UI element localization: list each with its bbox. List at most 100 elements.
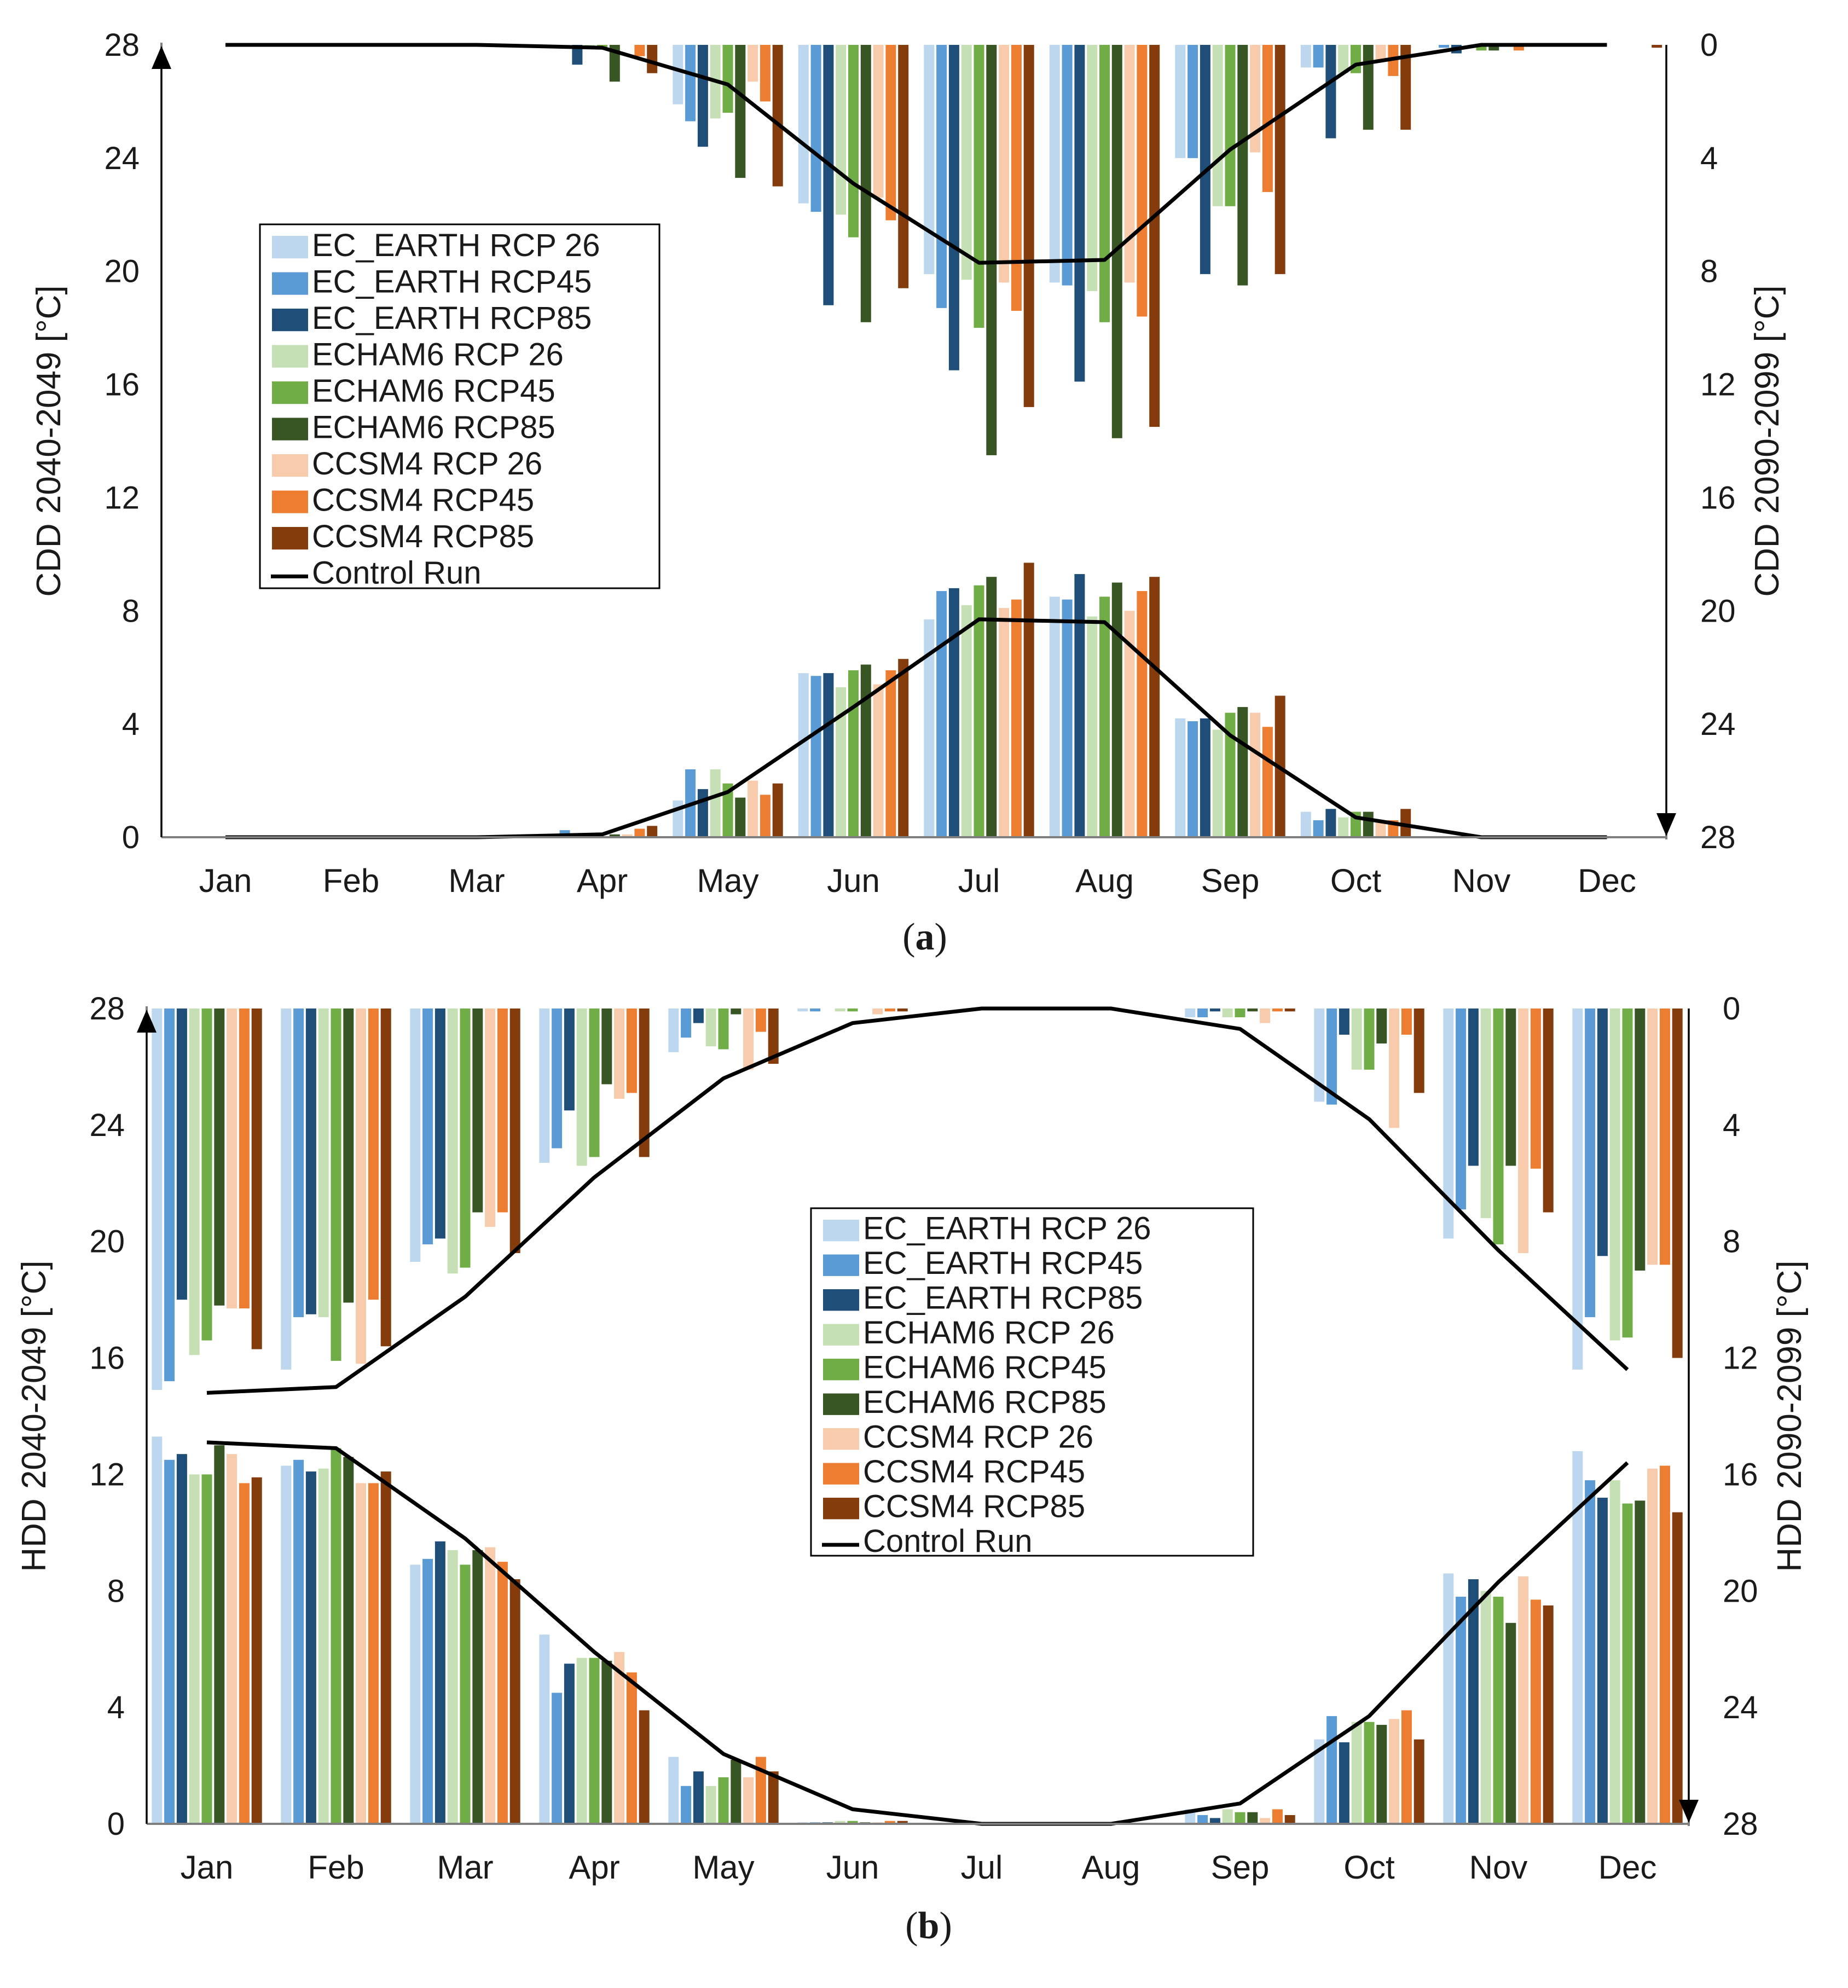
- legend-item: ECHAM6 RCP 26: [823, 1315, 1115, 1351]
- legend-swatch: [823, 1220, 859, 1242]
- bar: [572, 45, 583, 65]
- bar: [685, 45, 696, 121]
- bar: [1209, 1009, 1220, 1012]
- x-tick-label: Feb: [308, 1849, 364, 1886]
- x-tick-label: Nov: [1469, 1849, 1528, 1886]
- bar: [564, 1009, 575, 1111]
- y-right-tick-label: 28: [1723, 1806, 1758, 1842]
- legend-label: EC_EARTH RCP 26: [863, 1210, 1151, 1246]
- bar: [647, 826, 658, 837]
- bar: [885, 670, 896, 837]
- x-tick-label: Jun: [826, 1849, 879, 1886]
- bar: [873, 684, 884, 837]
- bar: [1049, 596, 1060, 837]
- bar: [1235, 1009, 1245, 1017]
- bar: [860, 664, 871, 837]
- bar: [601, 1661, 612, 1824]
- x-tick-label: Jul: [961, 1849, 1003, 1886]
- bar: [634, 45, 645, 56]
- bar: [961, 45, 972, 280]
- x-tick-label: Jan: [199, 862, 252, 899]
- bar: [1111, 582, 1122, 837]
- y-left-tick-label: 24: [104, 141, 140, 176]
- legend-swatch: [272, 309, 308, 332]
- bar: [1023, 563, 1034, 837]
- bar: [1597, 1498, 1608, 1824]
- bar: [356, 1009, 367, 1364]
- bar: [447, 1009, 458, 1274]
- bar: [1325, 809, 1336, 837]
- bar: [961, 605, 972, 837]
- legend-item: CCSM4 RCP45: [823, 1454, 1085, 1489]
- legend-item: CCSM4 RCP85: [823, 1488, 1085, 1524]
- bar: [1314, 1009, 1325, 1102]
- bar: [1111, 45, 1122, 438]
- right-axis-arrow-down: [1679, 1800, 1699, 1823]
- y-left-tick-label: 0: [107, 1806, 125, 1842]
- y-left-tick-label: 28: [89, 991, 125, 1027]
- legend-swatch: [823, 1498, 859, 1520]
- bar: [201, 1009, 212, 1341]
- bar: [1443, 1009, 1454, 1239]
- bar: [898, 45, 909, 288]
- bar: [1389, 1719, 1400, 1824]
- bar: [999, 608, 1010, 837]
- bar: [435, 1541, 445, 1824]
- bar: [214, 1009, 225, 1306]
- bar: [576, 1009, 587, 1166]
- bar: [1225, 45, 1236, 206]
- bar: [176, 1009, 187, 1300]
- y-left-axis-title: HDD 2040-2049 [°C]: [15, 1260, 53, 1572]
- bars-2090-2099: [152, 1009, 1683, 1390]
- bar: [1185, 1009, 1196, 1017]
- bar: [1585, 1480, 1596, 1824]
- bar: [1493, 1596, 1504, 1824]
- legend-label: EC_EARTH RCP 26: [312, 228, 600, 263]
- bar: [1250, 712, 1261, 837]
- y-right-tick-label: 12: [1700, 367, 1736, 403]
- bar: [1247, 1812, 1258, 1824]
- bar: [936, 591, 947, 837]
- bar: [472, 1550, 483, 1824]
- bar: [164, 1009, 175, 1382]
- bar: [293, 1009, 304, 1318]
- bar: [331, 1009, 341, 1361]
- y-right-tick-label: 0: [1700, 27, 1718, 63]
- bar: [1175, 45, 1186, 158]
- bar: [810, 676, 821, 837]
- control-run-line-2090-2099: [206, 1006, 1629, 1395]
- bar: [835, 1009, 845, 1012]
- bar: [1262, 727, 1273, 837]
- bar: [974, 45, 984, 328]
- y-right-tick-label: 28: [1700, 820, 1736, 855]
- bar: [305, 1009, 316, 1314]
- bar: [1250, 45, 1261, 153]
- bar: [1197, 1009, 1208, 1017]
- bar: [539, 1009, 550, 1163]
- bar: [1468, 1009, 1479, 1166]
- bar: [1597, 1009, 1608, 1256]
- bar: [1401, 1009, 1412, 1035]
- bar: [1505, 1622, 1516, 1824]
- bar: [1300, 45, 1311, 68]
- bar: [1087, 45, 1098, 291]
- bar: [860, 45, 871, 322]
- legend-label: CCSM4 RCP 26: [312, 446, 542, 482]
- bar: [1187, 721, 1198, 837]
- bar: [1439, 45, 1450, 48]
- y-left-axis-title: CDD 2040-2049 [°C]: [30, 285, 68, 596]
- bar: [1049, 45, 1060, 283]
- legend-swatch: [272, 272, 308, 295]
- bar: [1622, 1009, 1633, 1338]
- y-right-tick-label: 24: [1700, 706, 1736, 742]
- bar: [1272, 1809, 1283, 1824]
- y-right-tick-label: 4: [1723, 1108, 1740, 1143]
- bar: [1609, 1009, 1620, 1341]
- bar: [552, 1693, 563, 1824]
- bar: [722, 783, 733, 837]
- bar: [668, 1757, 679, 1824]
- bar: [1212, 45, 1223, 206]
- bar: [435, 1009, 445, 1239]
- x-tick-label: Jun: [827, 862, 880, 899]
